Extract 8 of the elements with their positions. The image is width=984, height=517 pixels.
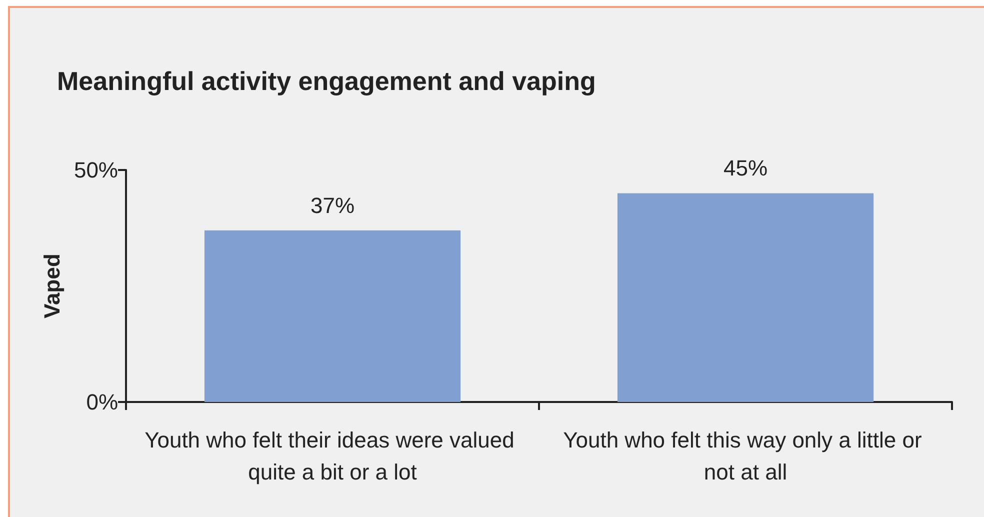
- y-tick-label: 0%: [86, 390, 118, 414]
- y-tick-label: 50%: [74, 158, 118, 182]
- x-tick-label: Youth who felt their ideas were valued quite a bit or a lot: [144, 428, 520, 484]
- data-label: 45%: [723, 156, 768, 181]
- chart-title: Meaningful activity engagement and vaping: [57, 66, 596, 96]
- y-axis-title: Vaped: [40, 254, 65, 318]
- data-label: 37%: [310, 192, 355, 218]
- x-tick-label: Youth who felt this way only a little or not at all: [563, 428, 928, 484]
